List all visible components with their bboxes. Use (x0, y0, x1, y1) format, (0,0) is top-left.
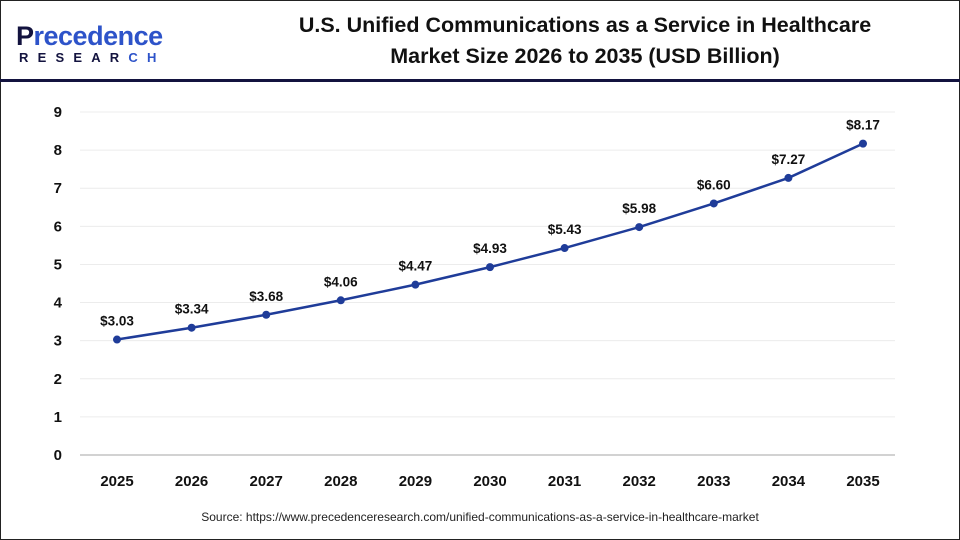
x-tick-label: 2033 (697, 473, 730, 490)
x-tick-label: 2029 (399, 473, 432, 490)
data-point (784, 173, 793, 182)
x-tick-label: 2025 (100, 473, 133, 490)
y-tick-label: 7 (54, 180, 62, 197)
data-label: $4.06 (324, 274, 358, 289)
data-label: $7.27 (772, 152, 806, 167)
y-tick-label: 8 (54, 142, 62, 159)
data-point (560, 244, 569, 253)
logo-main-text: Precedence (16, 21, 163, 51)
y-tick-label: 6 (54, 218, 62, 235)
data-point (635, 223, 644, 232)
y-tick-label: 9 (54, 104, 62, 121)
data-point (262, 310, 271, 319)
data-point (411, 280, 420, 289)
y-tick-label: 4 (54, 295, 63, 312)
data-point (113, 335, 121, 344)
data-point (336, 296, 345, 305)
x-tick-label: 2034 (772, 473, 806, 490)
title-line-1: U.S. Unified Communications as a Service… (298, 13, 872, 37)
y-tick-label: 2 (54, 371, 62, 388)
data-label: $5.98 (622, 201, 656, 216)
data-label: $8.17 (846, 118, 880, 133)
data-point (859, 139, 867, 148)
data-label: $3.68 (249, 289, 283, 304)
x-tick-label: 2032 (623, 473, 656, 490)
source-text: Source: https://www.precedenceresearch.c… (201, 510, 759, 524)
data-label: $6.60 (697, 177, 731, 192)
data-label: $4.47 (399, 259, 433, 274)
x-tick-label: 2026 (175, 473, 208, 490)
data-label: $4.93 (473, 241, 507, 256)
data-point (709, 199, 718, 208)
header-divider (0, 79, 960, 82)
data-label: $3.34 (175, 302, 209, 317)
data-label: $3.03 (100, 314, 134, 329)
title-line-2: Market Size 2026 to 2035 (USD Billion) (390, 44, 780, 68)
data-point (187, 323, 196, 332)
x-tick-label: 2028 (324, 473, 357, 490)
logo: Precedence RESEARCH (16, 22, 166, 66)
logo-sub-text: RESEARCH (19, 50, 166, 65)
x-tick-label: 2027 (250, 473, 283, 490)
y-tick-label: 5 (54, 256, 62, 273)
x-tick-label: 2031 (548, 473, 581, 490)
y-tick-label: 1 (54, 409, 62, 426)
y-tick-label: 3 (54, 333, 62, 350)
data-point (486, 263, 494, 272)
data-label: $5.43 (548, 222, 582, 237)
y-tick-label: 0 (54, 447, 62, 464)
chart-title: U.S. Unified Communications as a Service… (200, 10, 930, 72)
x-tick-label: 2035 (846, 473, 879, 490)
x-tick-label: 2030 (473, 473, 506, 490)
